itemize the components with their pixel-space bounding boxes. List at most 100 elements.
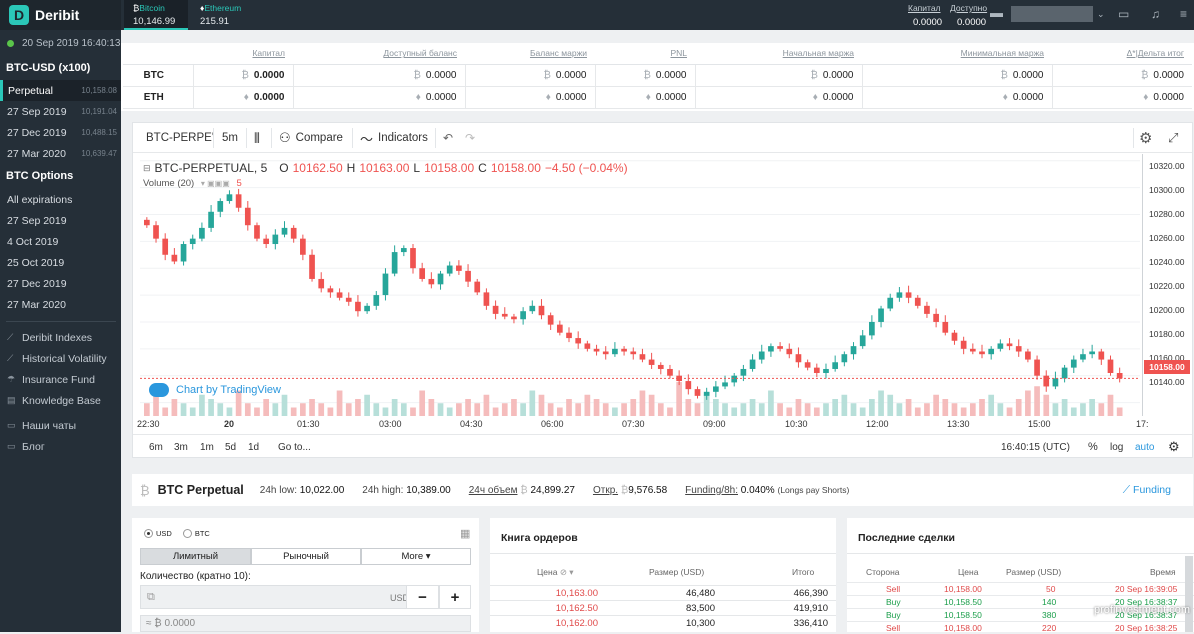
sidebar-item-option[interactable]: 4 Oct 2019 — [7, 235, 59, 248]
goto-button[interactable]: Go to... — [278, 441, 311, 453]
sidebar-item-option[interactable]: 27 Dec 2019 — [7, 277, 67, 290]
ticker-bitcoin[interactable]: ₿Bitcoin 10,146.99 — [124, 0, 188, 30]
range-5d[interactable]: 5d — [225, 441, 237, 453]
volume-bar — [199, 394, 205, 416]
ticker-ethereum[interactable]: ♦Ethereum 215.91 — [191, 0, 255, 30]
scrollbar[interactable] — [1185, 556, 1193, 632]
sidebar-item-option[interactable]: All expirations — [7, 193, 73, 206]
price-axis[interactable]: 10320.00 10300.00 10280.00 10260.00 1024… — [1142, 154, 1192, 416]
calculator-icon[interactable]: ▦ — [460, 528, 471, 540]
sidebar-item-option[interactable]: 27 Mar 2020 — [7, 298, 66, 311]
redo-icon[interactable]: ↷ — [465, 131, 476, 145]
sidebar-item-future[interactable]: 27 Mar 2020 10,639.47 — [0, 143, 121, 164]
col-header-total[interactable]: Итого — [792, 567, 815, 577]
fullscreen-icon[interactable]: ⤢ — [1168, 130, 1179, 145]
sidebar-link-label: Knowledge Base — [22, 394, 101, 407]
col-header-price[interactable]: Цена ⊘ ▾ — [537, 567, 574, 578]
range-6m[interactable]: 6m — [149, 441, 163, 453]
candle — [832, 362, 839, 369]
col-header-price[interactable]: Цена — [958, 567, 979, 577]
col-header-size[interactable]: Размер (USD) — [649, 567, 705, 577]
monitor-icon[interactable]: ▭ — [1118, 7, 1130, 21]
col-header-time[interactable]: Время — [1150, 567, 1176, 577]
col-header-size[interactable]: Размер (USD) — [1006, 567, 1062, 577]
flag-icon[interactable]: ▬ — [990, 5, 1003, 20]
tab-market[interactable]: Рыночный — [251, 548, 361, 565]
settings-gear-icon[interactable]: ⚙ — [1139, 130, 1153, 147]
table-row[interactable]: 10,162.00 10,300 336,410 — [490, 615, 836, 630]
quantity-minus-button[interactable]: − — [406, 585, 439, 609]
volume-bar — [887, 394, 894, 416]
range-3m[interactable]: 3m — [174, 441, 188, 453]
col-header[interactable]: Начальная маржа — [695, 43, 862, 65]
sidebar-item-perpetual[interactable]: Perpetual 10,158.08 — [0, 80, 121, 101]
table-row[interactable]: 10,162.50 83,500 419,910 — [490, 600, 836, 615]
col-header[interactable]: PNL — [595, 43, 695, 65]
auto-toggle[interactable]: auto — [1135, 441, 1155, 453]
tab-more[interactable]: More ▾ — [361, 548, 471, 565]
tab-limit[interactable]: Лимитный — [140, 548, 251, 565]
range-1m[interactable]: 1m — [200, 441, 214, 453]
sidebar-item-future[interactable]: 27 Sep 2019 10,191.04 — [0, 101, 121, 122]
volume-bar — [492, 407, 499, 416]
candle — [364, 305, 370, 312]
volume-bar — [850, 403, 857, 416]
table-row[interactable]: 10,163.00 46,480 466,390 — [490, 585, 836, 600]
col-header-side[interactable]: Сторона — [866, 567, 900, 577]
volume-bar — [823, 403, 829, 416]
col-header[interactable]: Минимальная маржа — [862, 43, 1052, 65]
study-controls-icon[interactable]: ▾ ▣▣▣ — [200, 179, 230, 188]
volume-label: Volume (20) — [143, 178, 195, 189]
sidebar-item-option[interactable]: 25 Oct 2019 — [7, 256, 65, 269]
capital-label[interactable]: Капитал — [908, 3, 941, 13]
interval-button[interactable]: 5m — [222, 132, 238, 144]
logo[interactable]: D Deribit — [0, 0, 121, 30]
settings-gear-icon[interactable]: ⚙ — [1168, 439, 1180, 454]
sidebar-link-knowledge[interactable]: ▤ Knowledge Base — [0, 390, 121, 411]
symbol-search[interactable]: BTC-PERPE' — [146, 132, 215, 144]
candle — [272, 234, 279, 245]
range-1d[interactable]: 1d — [248, 441, 260, 453]
radio-usd[interactable] — [144, 529, 153, 538]
candle — [1107, 359, 1114, 374]
available-label[interactable]: Доступно — [950, 3, 988, 13]
price-input[interactable]: ≈ ₿ 0.0000 — [140, 615, 471, 632]
col-header[interactable]: Δ*|Дельта итог — [1052, 43, 1192, 65]
funding-link[interactable]: ⟋ Funding — [1123, 484, 1171, 497]
sidebar-link-indexes[interactable]: ⟋ Deribit Indexes — [0, 327, 121, 348]
sidebar-link-chats[interactable]: ▭ Наши чаты — [0, 415, 121, 436]
col-header[interactable]: Баланс маржи — [465, 43, 595, 65]
col-header[interactable]: Капитал — [193, 43, 293, 65]
percent-toggle[interactable]: % — [1088, 441, 1098, 453]
sidebar-link-blog[interactable]: ▭ Блог — [0, 436, 121, 457]
radio-btc[interactable] — [182, 529, 192, 538]
col-header[interactable]: Доступный баланс — [293, 43, 465, 65]
chart-plot-area[interactable] — [140, 154, 1140, 416]
sidebar-item-option[interactable]: 27 Sep 2019 — [7, 214, 67, 227]
indicators-button[interactable]: 〜 Indicators — [360, 123, 428, 153]
options-header[interactable]: BTC Options — [6, 170, 74, 182]
user-account[interactable] — [1011, 6, 1093, 22]
bell-icon[interactable]: ♫ — [1151, 7, 1160, 21]
compare-button[interactable]: ⚇ Compare — [279, 123, 343, 153]
time-axis[interactable]: 22:30 20 01:30 03:00 04:30 06:00 07:30 0… — [133, 416, 1192, 432]
quantity-plus-button[interactable]: + — [439, 585, 471, 609]
sidebar-item-future[interactable]: 27 Dec 2019 10,488.15 — [0, 122, 121, 143]
candle — [189, 238, 196, 245]
log-toggle[interactable]: log — [1110, 441, 1124, 453]
sidebar-link-insurance[interactable]: ☂ Insurance Fund — [0, 369, 121, 390]
candle — [217, 201, 224, 212]
tradingview-watermark[interactable]: Chart by TradingView — [149, 383, 281, 397]
futures-header[interactable]: BTC-USD (x100) — [6, 62, 91, 74]
menu-icon[interactable]: ≡ — [1180, 7, 1188, 21]
chevron-down-icon[interactable]: ⌄ — [1097, 9, 1105, 19]
undo-icon[interactable]: ↶ — [443, 131, 454, 145]
candle — [823, 368, 829, 374]
volume-bar — [290, 407, 297, 416]
sidebar-item-price: 10,639.47 — [81, 149, 117, 158]
candles-icon[interactable]: ⫴ — [254, 129, 260, 146]
candle — [1089, 351, 1095, 355]
chart-time[interactable]: 16:40:15 (UTC) — [1001, 441, 1070, 453]
collapse-icon[interactable]: ⊟ — [143, 162, 151, 173]
sidebar-link-volatility[interactable]: ⟋ Historical Volatility — [0, 348, 121, 369]
